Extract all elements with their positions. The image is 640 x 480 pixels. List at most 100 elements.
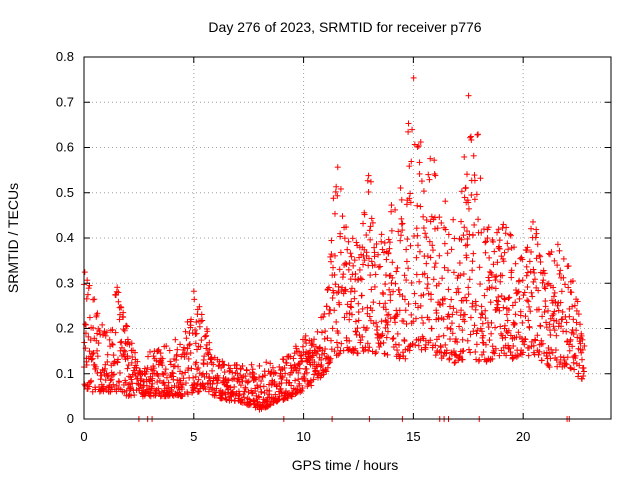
data-point xyxy=(389,335,396,342)
data-point xyxy=(352,270,359,277)
data-point xyxy=(442,226,449,233)
data-point xyxy=(195,376,202,383)
data-point xyxy=(295,369,302,376)
data-point xyxy=(354,325,361,332)
data-point xyxy=(193,319,200,326)
data-point xyxy=(326,284,333,291)
data-point xyxy=(197,343,204,350)
data-point xyxy=(354,350,361,357)
data-point xyxy=(88,377,95,384)
data-point xyxy=(453,309,460,316)
data-point xyxy=(372,271,379,278)
data-point xyxy=(288,382,295,389)
data-point xyxy=(394,347,401,354)
data-point xyxy=(394,311,401,318)
data-point xyxy=(84,277,91,284)
data-point xyxy=(317,363,324,370)
data-point xyxy=(227,393,234,400)
data-point xyxy=(416,278,423,285)
data-point xyxy=(394,264,401,271)
data-point xyxy=(425,171,432,178)
data-point xyxy=(320,313,327,320)
data-point xyxy=(296,380,303,387)
data-point xyxy=(149,380,156,387)
data-point xyxy=(84,291,91,298)
data-point xyxy=(424,285,431,292)
data-point xyxy=(339,213,346,220)
data-point xyxy=(386,239,393,246)
data-point xyxy=(350,262,357,269)
data-point xyxy=(87,337,94,344)
data-point xyxy=(150,365,157,372)
data-point xyxy=(301,336,308,343)
data-point xyxy=(141,365,148,372)
data-point xyxy=(413,225,420,232)
data-point xyxy=(179,370,186,377)
data-point xyxy=(308,340,315,347)
data-point xyxy=(113,388,120,395)
data-point xyxy=(94,347,101,354)
data-point xyxy=(237,382,244,389)
data-point xyxy=(424,281,431,288)
data-point xyxy=(327,253,334,260)
data-points xyxy=(81,74,588,422)
data-point xyxy=(267,360,274,367)
data-point xyxy=(82,321,89,328)
data-point xyxy=(450,216,457,223)
data-point xyxy=(399,293,406,300)
data-point xyxy=(418,178,425,185)
data-point xyxy=(413,271,420,278)
data-point xyxy=(260,383,267,390)
data-point xyxy=(403,320,410,327)
data-point xyxy=(368,258,375,265)
data-point xyxy=(312,367,319,374)
data-point xyxy=(444,250,451,257)
data-point xyxy=(381,350,388,357)
data-point xyxy=(423,217,430,224)
data-point xyxy=(435,333,442,340)
data-point xyxy=(205,351,212,358)
data-point xyxy=(279,374,286,381)
data-point xyxy=(331,210,338,217)
data-point xyxy=(266,402,273,409)
data-point xyxy=(83,295,90,302)
data-point xyxy=(203,345,210,352)
data-point xyxy=(118,338,125,345)
data-point xyxy=(194,380,201,387)
data-point xyxy=(417,337,424,344)
data-point xyxy=(373,240,380,247)
data-point xyxy=(243,367,250,374)
y-axis-label: SRMTID / TECUs xyxy=(5,183,21,293)
data-point xyxy=(396,341,403,348)
data-point xyxy=(385,311,392,318)
data-point xyxy=(240,391,247,398)
data-point xyxy=(327,355,334,362)
data-point xyxy=(352,328,359,335)
data-point xyxy=(450,269,457,276)
data-point xyxy=(388,202,395,209)
data-point xyxy=(397,185,404,192)
data-point xyxy=(371,283,378,290)
data-point xyxy=(147,348,154,355)
data-point xyxy=(323,368,330,375)
data-point xyxy=(296,365,303,372)
data-point xyxy=(441,240,448,247)
x-tick-label: 20 xyxy=(516,429,530,444)
data-point xyxy=(117,339,124,346)
data-point xyxy=(418,346,425,353)
data-point xyxy=(366,227,373,234)
data-point xyxy=(242,385,249,392)
data-point xyxy=(276,363,283,370)
data-point xyxy=(177,341,184,348)
data-point xyxy=(447,326,454,333)
data-point xyxy=(105,373,112,380)
data-point xyxy=(258,388,265,395)
data-point xyxy=(239,362,246,369)
data-point xyxy=(104,358,111,365)
data-point xyxy=(403,258,410,265)
data-point xyxy=(313,343,320,350)
data-point xyxy=(120,347,127,354)
data-point xyxy=(98,372,105,379)
data-point xyxy=(184,391,191,398)
data-point xyxy=(378,238,385,245)
